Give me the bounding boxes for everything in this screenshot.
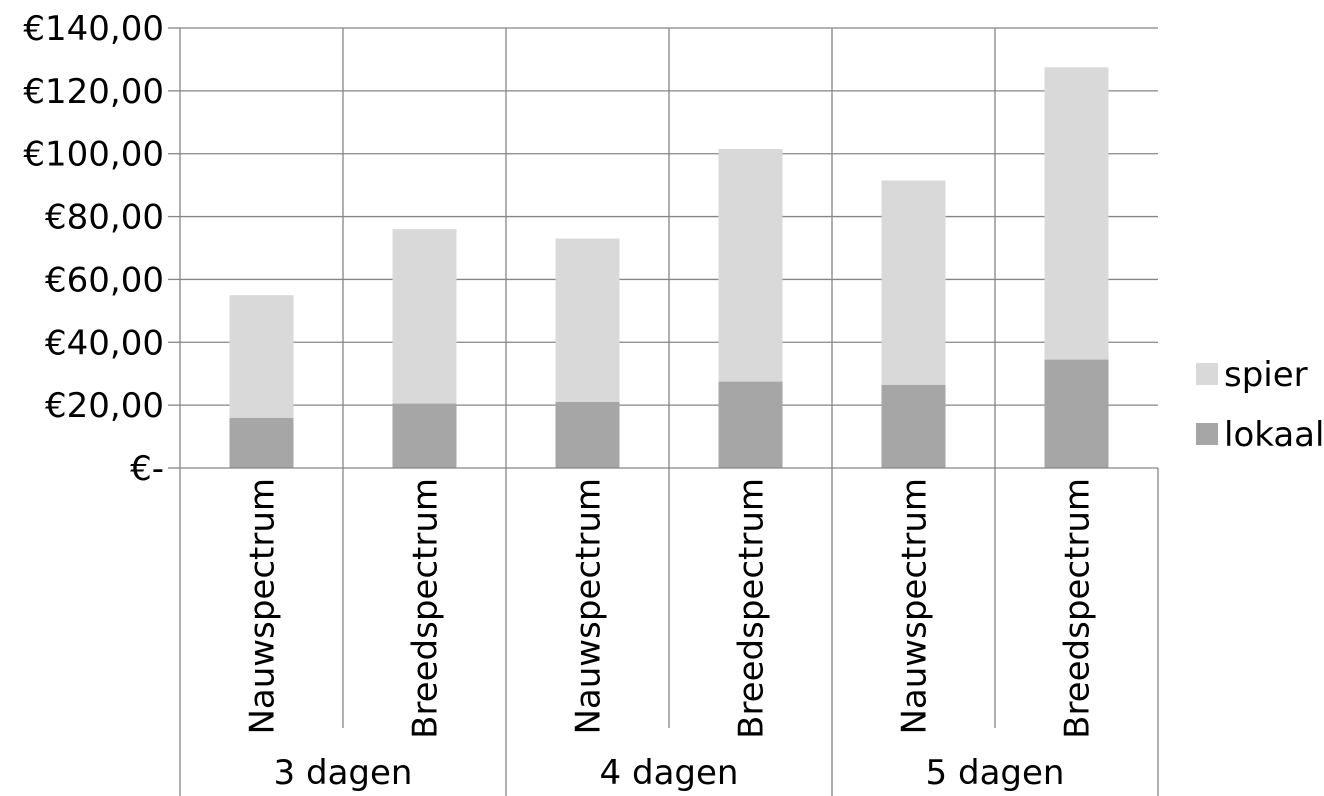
legend-label-lokaal: lokaal	[1224, 415, 1324, 455]
bar-lokaal	[229, 417, 294, 468]
y-tick-label: €60,00	[45, 260, 164, 300]
bar-spier	[229, 295, 294, 418]
x-category-label: Nauwspectrum	[895, 478, 935, 735]
x-group-label: 5 dagen	[926, 753, 1065, 793]
y-tick-labels: €- €20,00 €40,00 €60,00 €80,00 €100,00 €120,00…	[23, 9, 164, 489]
y-tick-label: €100,00	[23, 135, 164, 175]
y-tick-label: €80,00	[45, 198, 164, 238]
gridlines	[180, 27, 1158, 468]
bars	[229, 67, 1109, 468]
bar-spier	[1044, 67, 1109, 360]
x-group-labels: 3 dagen 4 dagen 5 dagen	[274, 753, 1065, 793]
y-tick-label: €20,00	[45, 386, 164, 426]
x-category-label: Breedspectrum	[406, 478, 446, 739]
x-category-label: Nauwspectrum	[569, 478, 609, 735]
bar-spier	[555, 238, 620, 402]
bar-lokaal	[392, 403, 457, 468]
x-group-label: 4 dagen	[600, 753, 739, 793]
bar-spier	[718, 149, 783, 382]
y-tick-label: €140,00	[23, 9, 164, 49]
legend: spier lokaal	[1196, 355, 1324, 455]
y-tick-label: €-	[130, 449, 164, 489]
bar-lokaal	[1044, 359, 1109, 468]
legend-label-spier: spier	[1224, 355, 1308, 395]
y-tick-label: €40,00	[45, 323, 164, 363]
bar-spier	[881, 180, 946, 385]
y-tick-label: €120,00	[23, 72, 164, 112]
x-category-label: Breedspectrum	[1058, 478, 1098, 739]
x-category-label: Breedspectrum	[732, 478, 772, 739]
bar-spier	[392, 229, 457, 404]
axes	[168, 27, 1159, 796]
legend-swatch-spier	[1196, 363, 1218, 385]
legend-swatch-lokaal	[1196, 423, 1218, 445]
x-category-labels: Nauwspectrum Breedspectrum Nauwspectrum Bre…	[243, 478, 1098, 739]
bar-lokaal	[718, 381, 783, 468]
x-category-label: Nauwspectrum	[243, 478, 283, 735]
x-group-label: 3 dagen	[274, 753, 413, 793]
bar-lokaal	[881, 384, 946, 468]
bar-lokaal	[555, 402, 620, 468]
